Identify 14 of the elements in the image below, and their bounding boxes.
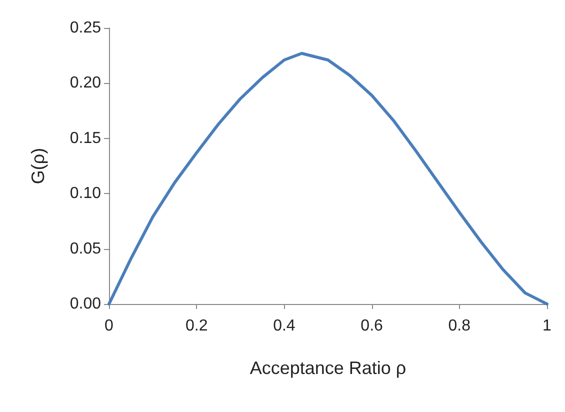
y-tick-label: 0.25 bbox=[70, 20, 102, 36]
x-tick-label: 0.4 bbox=[273, 318, 296, 334]
y-tick-label: 0.10 bbox=[70, 185, 102, 202]
x-axis-title: Acceptance Ratio ρ bbox=[250, 358, 406, 378]
x-tick-label: 0.8 bbox=[448, 318, 471, 334]
y-tick-label: 0.05 bbox=[70, 240, 102, 258]
x-tick-label: 0 bbox=[104, 318, 114, 334]
x-tick-label: 0.2 bbox=[185, 318, 208, 334]
x-tick-label: 0.6 bbox=[360, 318, 384, 334]
y-tick-label: 0.15 bbox=[70, 130, 102, 147]
y-axis-title: G(ρ) bbox=[28, 148, 48, 184]
x-tick-label: 1 bbox=[542, 318, 552, 334]
y-tick-label: 0.00 bbox=[70, 296, 102, 312]
y-tick-label: 0.20 bbox=[70, 74, 102, 92]
